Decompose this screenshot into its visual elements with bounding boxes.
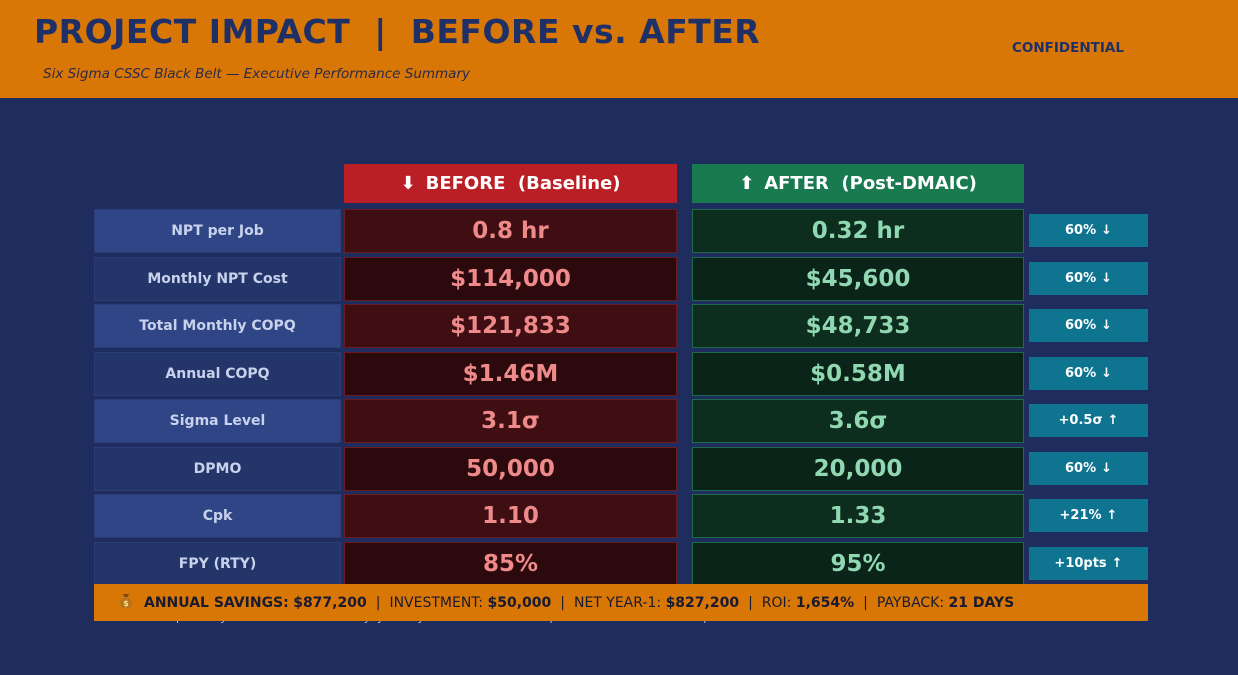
page-title: PROJECT IMPACT | BEFORE vs. AFTER: [34, 12, 761, 51]
arrow-up-icon: ↑: [1107, 413, 1119, 428]
net-label: NET YEAR-1:: [573, 594, 662, 611]
payback-value: 21 DAYS: [948, 594, 1015, 611]
change-value: 60%: [1064, 461, 1097, 476]
table-row: Monthly NPT Cost $114,000 $45,600 60% ↓: [0, 257, 1238, 301]
page-subtitle: Six Sigma CSSC Black Belt — Executive Pe…: [43, 66, 470, 82]
before-value: $1.46M: [344, 352, 677, 396]
before-value: 85%: [344, 542, 677, 586]
change-badge: +10pts ↑: [1029, 547, 1148, 580]
table-row: NPT per Job 0.8 hr 0.32 hr 60% ↓: [0, 209, 1238, 253]
change-badge: +21% ↑: [1029, 499, 1148, 532]
arrow-down-icon: ↓: [1101, 461, 1113, 476]
confidential-label: CONFIDENTIAL: [1012, 40, 1124, 56]
table-row: Total Monthly COPQ $121,833 $48,733 60% ↓: [0, 304, 1238, 348]
net-value: $827,200: [665, 594, 740, 611]
metric-label: NPT per Job: [94, 209, 341, 253]
before-value: $121,833: [344, 304, 677, 348]
change-badge: 60% ↓: [1029, 452, 1148, 485]
svg-text:$: $: [123, 599, 129, 608]
change-badge: +0.5σ ↑: [1029, 404, 1148, 437]
change-badge: 60% ↓: [1029, 357, 1148, 390]
savings-value: $877,200: [293, 594, 367, 611]
metric-label: Annual COPQ: [94, 352, 341, 396]
up-arrow-icon: ⬆: [739, 173, 755, 194]
table-row: DPMO 50,000 20,000 60% ↓: [0, 447, 1238, 491]
after-column-header: ⬆ AFTER (Post-DMAIC): [692, 164, 1024, 203]
after-value: 20,000: [692, 447, 1024, 491]
arrow-up-icon: ↑: [1106, 508, 1118, 523]
header-bar: PROJECT IMPACT | BEFORE vs. AFTER Six Si…: [0, 0, 1238, 98]
arrow-down-icon: ↓: [1101, 318, 1113, 333]
arrow-down-icon: ↓: [1101, 271, 1113, 286]
before-value: 0.8 hr: [344, 209, 677, 253]
table-row: Cpk 1.10 1.33 +21% ↑: [0, 494, 1238, 538]
change-value: 60%: [1064, 223, 1097, 238]
before-value: $114,000: [344, 257, 677, 301]
change-value: 60%: [1064, 271, 1097, 286]
change-value: +21%: [1059, 508, 1102, 523]
change-badge: 60% ↓: [1029, 214, 1148, 247]
after-value: 0.32 hr: [692, 209, 1024, 253]
change-badge: 60% ↓: [1029, 262, 1148, 295]
after-value: 95%: [692, 542, 1024, 586]
change-value: +10pts: [1054, 556, 1107, 571]
payback-label: PAYBACK:: [876, 594, 945, 611]
table-row: FPY (RTY) 85% 95% +10pts ↑: [0, 542, 1238, 586]
investment-label: INVESTMENT:: [389, 594, 484, 611]
metric-label: DPMO: [94, 447, 341, 491]
after-value: $0.58M: [692, 352, 1024, 396]
after-value: $45,600: [692, 257, 1024, 301]
before-column-header: ⬇ BEFORE (Baseline): [344, 164, 677, 203]
table-row: Annual COPQ $1.46M $0.58M 60% ↓: [0, 352, 1238, 396]
metric-label: Sigma Level: [94, 399, 341, 443]
down-arrow-icon: ⬇: [400, 173, 416, 194]
before-value: 3.1σ: [344, 399, 677, 443]
summary-bar: $ ANNUAL SAVINGS: $877,200 | INVESTMENT:…: [94, 584, 1148, 621]
after-value: 1.33: [692, 494, 1024, 538]
metric-label: Total Monthly COPQ: [94, 304, 341, 348]
change-value: 60%: [1064, 366, 1097, 381]
arrow-up-icon: ↑: [1111, 556, 1123, 571]
after-column-label: AFTER (Post-DMAIC): [764, 173, 977, 194]
change-badge: 60% ↓: [1029, 309, 1148, 342]
before-column-label: BEFORE (Baseline): [425, 173, 621, 194]
metric-label: FPY (RTY): [94, 542, 341, 586]
roi-value: 1,654%: [795, 594, 855, 611]
investment-value: $50,000: [487, 594, 552, 611]
roi-label: ROI:: [761, 594, 792, 611]
after-value: $48,733: [692, 304, 1024, 348]
money-bag-icon: $: [118, 592, 134, 613]
change-value: 60%: [1064, 318, 1097, 333]
arrow-down-icon: ↓: [1101, 223, 1113, 238]
change-value: +0.5σ: [1058, 413, 1103, 428]
metric-label: Cpk: [94, 494, 341, 538]
metric-label: Monthly NPT Cost: [94, 257, 341, 301]
after-value: 3.6σ: [692, 399, 1024, 443]
savings-label: ANNUAL SAVINGS:: [144, 594, 289, 611]
table-row: Sigma Level 3.1σ 3.6σ +0.5σ ↑: [0, 399, 1238, 443]
before-value: 50,000: [344, 447, 677, 491]
arrow-down-icon: ↓: [1101, 366, 1113, 381]
before-value: 1.10: [344, 494, 677, 538]
